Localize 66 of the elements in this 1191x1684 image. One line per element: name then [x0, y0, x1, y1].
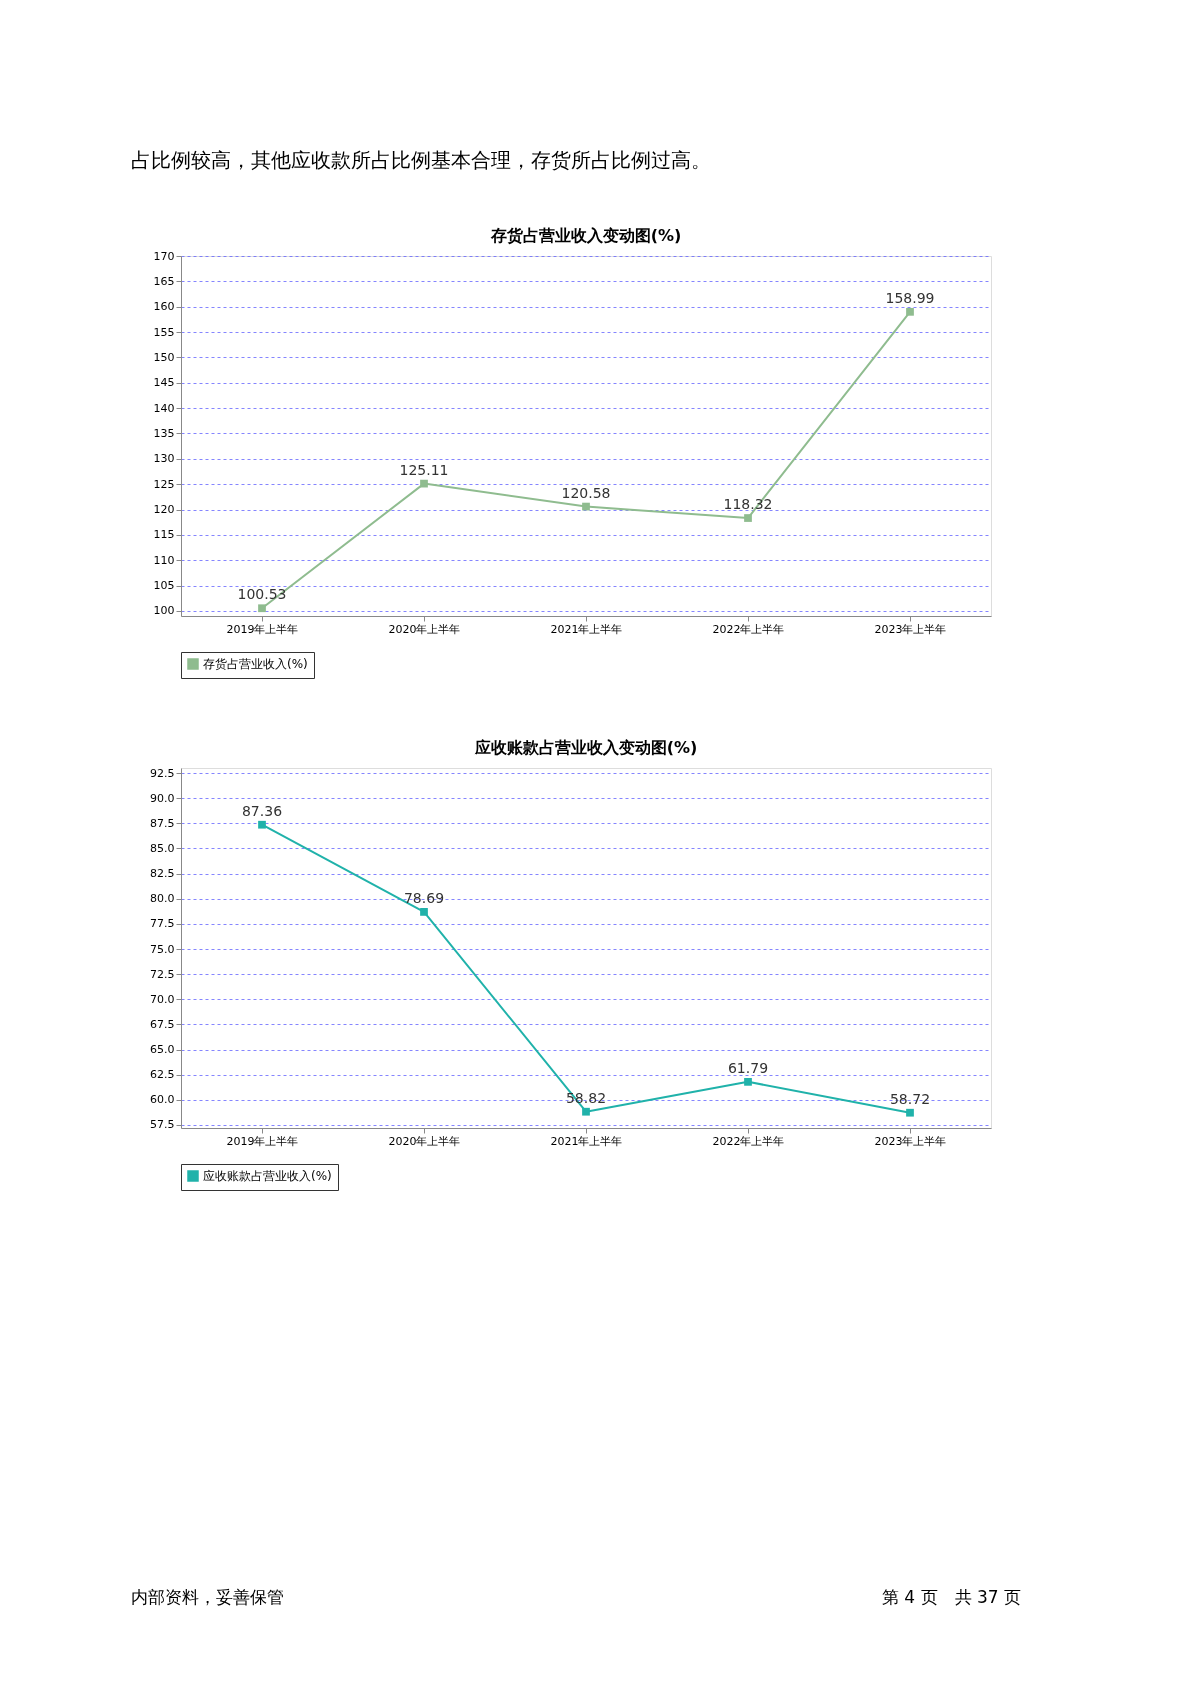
- x-tick-label: 2023年上半年: [874, 622, 947, 636]
- y-tick-label: 165: [153, 274, 175, 288]
- y-tick-label: 145: [153, 376, 175, 390]
- y-tick-label: 155: [153, 325, 175, 339]
- y-tick-label: 125: [153, 477, 175, 491]
- y-tick-label: 92.5: [150, 766, 175, 780]
- legend-label: 存货占营业收入(%): [203, 657, 308, 671]
- y-tick-label: 72.5: [150, 967, 175, 981]
- x-tick-label: 2020年上半年: [388, 1134, 461, 1148]
- y-tick-label: 135: [153, 426, 175, 440]
- data-label: 58.72: [889, 1090, 931, 1107]
- y-tick-label: 80.0: [150, 892, 175, 906]
- point: [582, 502, 590, 511]
- point: [420, 908, 428, 916]
- y-tick-label: 110: [153, 553, 175, 567]
- x-tick-label: 2019年上半年: [226, 622, 299, 636]
- y-tick-label: 170: [153, 249, 175, 263]
- text: 占比例较高，其他应收款所占比例基本合理，存货所占比例过高。: [131, 148, 711, 172]
- point: [582, 1107, 590, 1116]
- point: [258, 820, 266, 829]
- x-tick-label: 2023年上半年: [874, 1134, 947, 1148]
- y-tick-label: 130: [153, 452, 175, 466]
- text: 内部资料，妥善保管: [131, 1587, 284, 1607]
- data-label: 78.69: [403, 889, 445, 906]
- y-tick-label: 62.5: [150, 1068, 175, 1082]
- y-tick-label: 105: [153, 579, 175, 593]
- y-tick-label: 90.0: [150, 791, 175, 805]
- x-tick-label: 2020年上半年: [388, 622, 461, 636]
- y-tick-label: 160: [153, 300, 175, 314]
- y-tick-label: 140: [153, 401, 175, 415]
- y-tick-label: 82.5: [150, 867, 175, 881]
- data-label: 100.53: [237, 586, 287, 603]
- data-label: 158.99: [885, 289, 935, 306]
- y-tick-label: 60.0: [150, 1093, 175, 1107]
- chart-title: 应收账款占营业收入变动图(%): [473, 738, 698, 757]
- y-tick-label: 150: [153, 350, 175, 364]
- data-label: 120.58: [561, 484, 611, 501]
- y-tick-label: 100: [153, 604, 175, 618]
- x-tick-label: 2022年上半年: [712, 622, 785, 636]
- x-tick-label: 2019年上半年: [226, 1134, 299, 1148]
- point: [258, 604, 266, 613]
- x-tick-label: 2022年上半年: [712, 1134, 785, 1148]
- y-tick-label: 87.5: [150, 816, 175, 830]
- point: [744, 514, 752, 522]
- y-tick-label: 120: [153, 503, 175, 517]
- y-tick-label: 70.0: [150, 992, 175, 1006]
- legend-label: 应收账款占营业收入(%): [203, 1169, 332, 1183]
- point: [744, 1077, 752, 1086]
- x-tick-label: 2021年上半年: [550, 1134, 623, 1148]
- y-tick-label: 85.0: [150, 841, 175, 855]
- y-tick-label: 67.5: [150, 1017, 175, 1031]
- text: 第 4 页 共 37 页: [881, 1587, 1021, 1607]
- y-tick-label: 57.5: [150, 1118, 175, 1132]
- y-tick-label: 65.0: [150, 1043, 175, 1057]
- point: [906, 307, 914, 316]
- data-label: 61.79: [727, 1059, 769, 1076]
- y-tick-label: 115: [153, 528, 175, 542]
- data-label: 125.11: [399, 461, 449, 478]
- point: [906, 1108, 914, 1117]
- x-tick-label: 2021年上半年: [550, 622, 623, 636]
- data-label: 118.32: [723, 496, 773, 513]
- data-label: 87.36: [241, 802, 283, 819]
- chart-title: 存货占营业收入变动图(%): [489, 226, 682, 245]
- point: [420, 479, 428, 488]
- y-tick-label: 77.5: [150, 917, 175, 931]
- y-tick-label: 75.0: [150, 942, 175, 956]
